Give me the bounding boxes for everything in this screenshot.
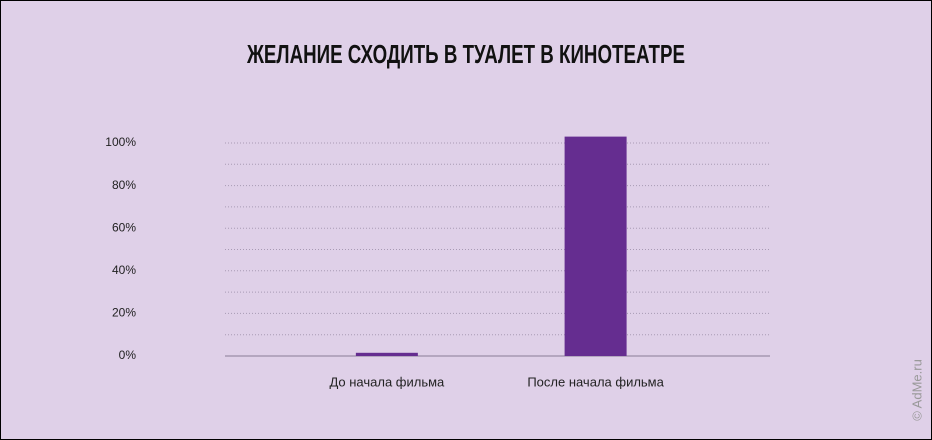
y-tick-label: 40% <box>112 263 136 277</box>
y-tick-label: 0% <box>119 348 137 362</box>
y-tick-label: 100% <box>105 135 136 149</box>
x-tick-label: До начала фильма <box>329 374 445 389</box>
y-tick-label: 80% <box>112 178 136 192</box>
x-tick-label: После начала фильма <box>527 374 664 389</box>
watermark: © AdMe.ru <box>909 359 924 421</box>
y-tick-label: 60% <box>112 220 136 234</box>
y-tick-label: 20% <box>112 306 136 320</box>
chart-title: ЖЕЛАНИЕ СХОДИТЬ В ТУАЛЕТ В КИНОТЕАТРЕ <box>246 39 685 69</box>
bar <box>564 136 627 356</box>
bar <box>355 352 418 356</box>
